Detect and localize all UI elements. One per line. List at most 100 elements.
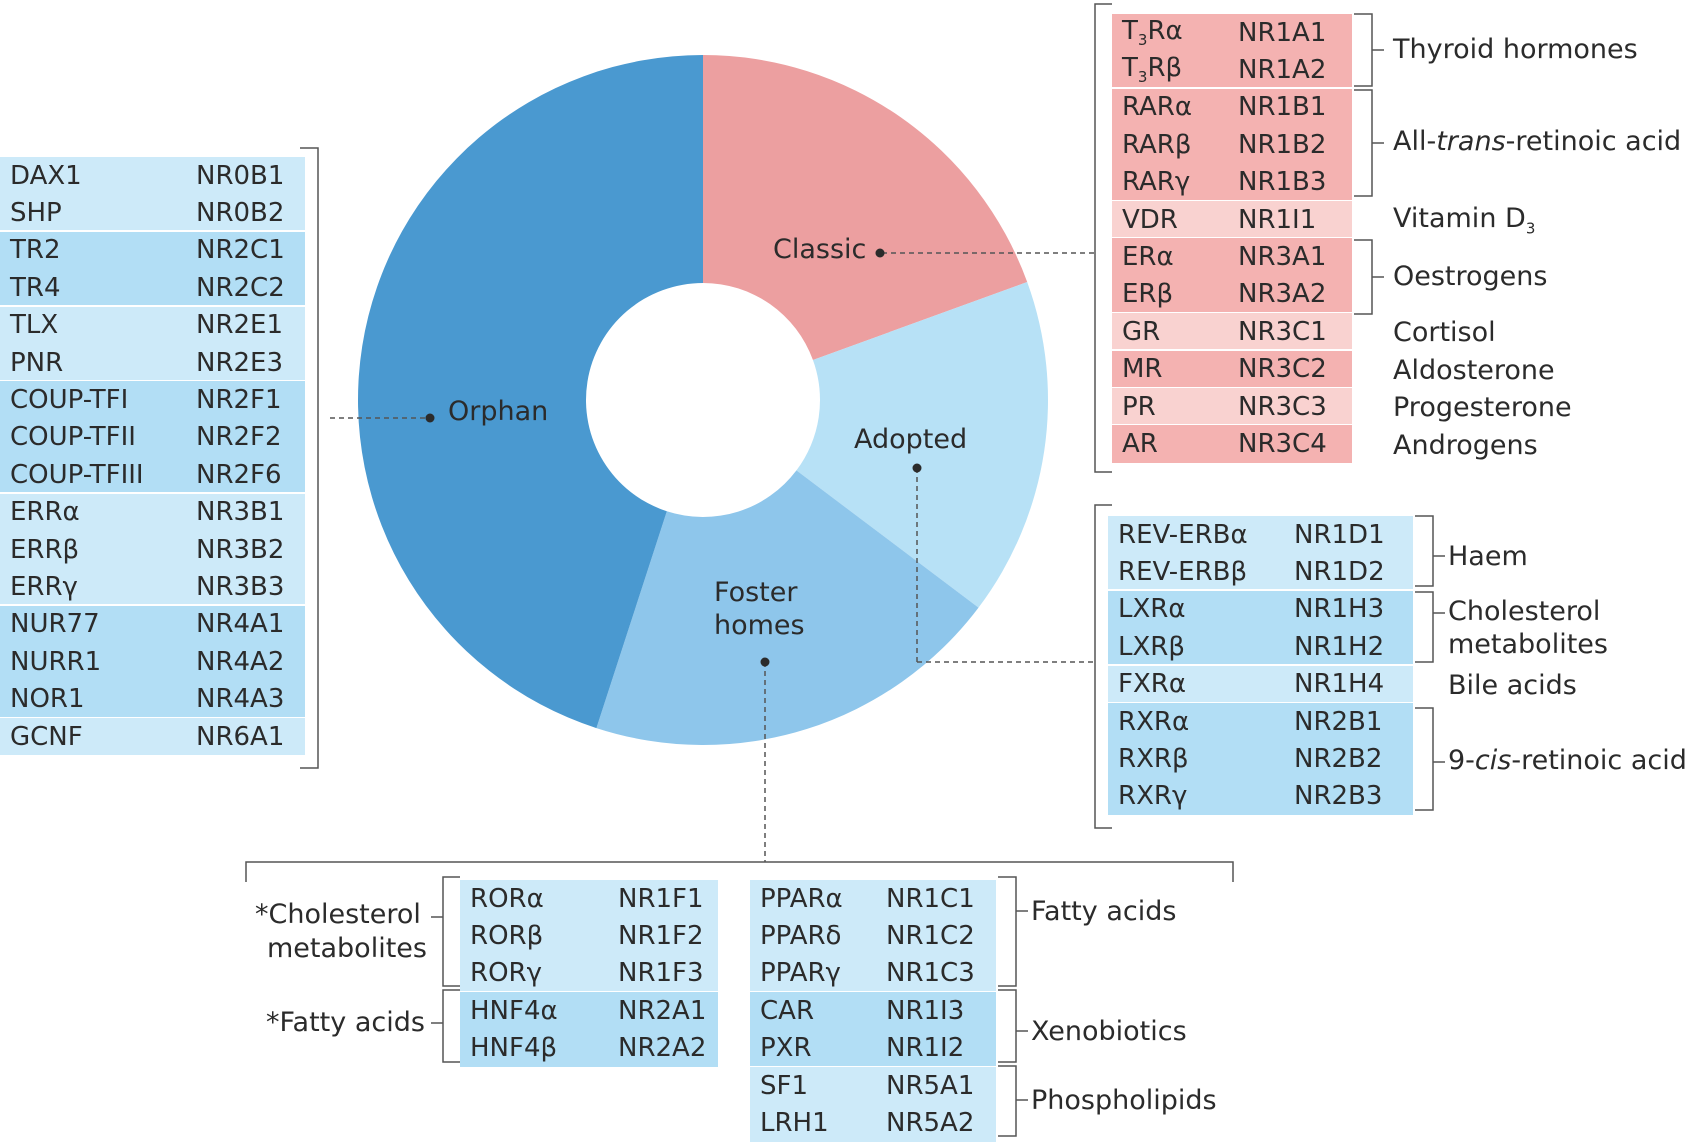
receptor-name: T3Rβ — [1122, 53, 1183, 87]
ligand-aldosterone: Aldosterone — [1393, 355, 1555, 386]
receptor-code: NR1B1 — [1238, 92, 1327, 123]
ligand-cholesterol-1: Cholesterol — [1448, 596, 1601, 627]
receptor-code: NR3C3 — [1238, 391, 1327, 422]
receptor-code: NR2B1 — [1294, 706, 1383, 737]
foster-left-receptor-row: RORα NR1F1 — [460, 880, 718, 918]
foster-left-receptor-row: HNF4β NR2A2 — [460, 1029, 718, 1067]
ligand-androgens: Androgens — [1393, 430, 1538, 461]
foster-dot — [760, 657, 770, 667]
segment-label-orphan: Orphan — [448, 396, 549, 427]
classic-dot — [875, 248, 885, 258]
donut-segment-orphan — [357, 55, 703, 729]
receptor-name: MR — [1122, 354, 1163, 385]
foster-right-receptor-row: SF1 NR5A1 — [750, 1067, 996, 1105]
receptor-code: NR1B2 — [1238, 129, 1327, 160]
receptor-name: PPARγ — [760, 958, 841, 989]
foster-right-receptor-row: PPARα NR1C1 — [750, 880, 996, 918]
foster-right-receptor-row: PXR NR1I2 — [750, 1029, 996, 1067]
receptor-name: REV-ERBβ — [1118, 557, 1248, 588]
foster-fatty-bracket — [431, 989, 460, 1063]
receptor-code: NR3A2 — [1238, 279, 1327, 310]
ligand-xenobiotics: Xenobiotics — [1031, 1016, 1187, 1047]
receptor-name: NURR1 — [10, 646, 102, 677]
receptor-code: NR3B2 — [196, 534, 285, 565]
ligand-cholesterol-2: metabolites — [1448, 629, 1608, 660]
orphan-receptor-row: NUR77 NR4A1 — [0, 605, 305, 644]
receptor-code: NR2B3 — [1294, 781, 1383, 812]
receptor-name: HNF4β — [470, 1033, 558, 1064]
receptor-name: COUP-TFI — [10, 385, 129, 416]
receptor-name: RORβ — [470, 921, 544, 952]
receptor-name: PXR — [760, 1033, 812, 1064]
receptor-code: NR3B1 — [196, 497, 285, 528]
foster-chol-bracket — [431, 876, 460, 987]
receptor-code: NR2A2 — [618, 1033, 707, 1064]
ligand-foster-fatty-acids: *Fatty acids — [266, 1007, 425, 1038]
ligand-9-cis-retinoic-acid: 9-cis-retinoic acid — [1448, 745, 1687, 776]
chol-bracket — [1415, 591, 1445, 663]
receptor-code: NR3A1 — [1238, 242, 1327, 273]
receptor-name: RXRγ — [1118, 781, 1188, 812]
segment-label-adopted: Adopted — [854, 424, 968, 455]
receptor-name: TR4 — [10, 272, 61, 303]
receptor-name: HNF4α — [470, 995, 558, 1026]
receptor-code: NR4A3 — [196, 684, 285, 715]
classic-receptor-row: ERβ NR3A2 — [1112, 275, 1352, 314]
receptor-name: LRH1 — [760, 1108, 829, 1139]
ligand-foster-cholesterol-2: metabolites — [267, 933, 427, 964]
receptor-name: RORγ — [470, 958, 542, 989]
receptor-name: NOR1 — [10, 684, 85, 715]
adopted-receptor-row: RXRγ NR2B3 — [1108, 777, 1413, 816]
classic-receptor-table: T3Rα NR1A1 T3Rβ NR1A2 RARα NR1B1 RARβ NR1B2 RARγ… — [1112, 14, 1352, 464]
connector-lines — [245, 3, 1445, 1137]
receptor-code: NR2E1 — [196, 310, 284, 341]
cis-bracket — [1415, 707, 1445, 811]
atra-bracket — [1354, 89, 1384, 197]
adopted-receptor-row: REV-ERBβ NR1D2 — [1108, 553, 1413, 591]
foster-right-receptor-row: LRH1 NR5A2 — [750, 1104, 996, 1142]
receptor-name: RARβ — [1122, 129, 1192, 160]
classic-receptor-row: RARβ NR1B2 — [1112, 126, 1352, 164]
receptor-code: NR1D2 — [1294, 557, 1385, 588]
receptor-name: GR — [1122, 316, 1161, 347]
classic-receptor-row: AR NR3C4 — [1112, 425, 1352, 463]
foster-left-receptor-row: HNF4α NR2A1 — [460, 992, 718, 1030]
donut-segment-classic — [703, 55, 1028, 360]
receptor-code: NR1F1 — [618, 883, 704, 914]
receptor-name: RORα — [470, 883, 544, 914]
receptor-code: NR2A1 — [618, 995, 707, 1026]
segment-label-foster-1: Foster — [714, 577, 798, 608]
xeno-bracket — [998, 989, 1028, 1063]
orphan-dot — [425, 413, 435, 423]
receptor-code: NR1A1 — [1238, 17, 1327, 48]
receptor-name: ERα — [1122, 242, 1174, 273]
receptor-name: ERRγ — [10, 572, 78, 603]
receptor-name: NUR77 — [10, 609, 100, 640]
receptor-code: NR5A2 — [886, 1108, 975, 1139]
foster-right-receptor-row: CAR NR1I3 — [750, 992, 996, 1030]
receptor-code: NR1I1 — [1238, 204, 1317, 235]
receptor-code: NR0B1 — [196, 160, 285, 191]
ligand-all-trans-retinoic-acid: All-trans-retinoic acid — [1393, 126, 1682, 157]
receptor-name: TLX — [10, 310, 59, 341]
adopted-bracket — [1094, 504, 1112, 829]
receptor-name: PPARδ — [760, 921, 842, 952]
classic-receptor-row: ERα NR3A1 — [1112, 238, 1352, 276]
orphan-receptor-row: PNR NR2E3 — [0, 344, 305, 382]
foster-right-receptor-row: PPARγ NR1C3 — [750, 954, 996, 993]
classic-receptor-row: RARγ NR1B3 — [1112, 163, 1352, 201]
receptor-name: VDR — [1122, 204, 1178, 235]
orphan-receptor-row: ERRγ NR3B3 — [0, 568, 305, 606]
adopted-receptor-row: FXRα NR1H4 — [1108, 665, 1413, 703]
receptor-code: NR4A2 — [196, 646, 285, 677]
receptor-code: NR1D1 — [1294, 519, 1385, 550]
adopted-receptor-row: LXRβ NR1H2 — [1108, 628, 1413, 666]
receptor-name: RXRβ — [1118, 744, 1189, 775]
donut-chart — [357, 55, 1048, 746]
receptor-code: NR1C2 — [886, 921, 975, 952]
receptor-code: NR2F1 — [196, 385, 282, 416]
receptor-name: RARα — [1122, 92, 1193, 123]
receptor-name: PPARα — [760, 883, 843, 914]
orphan-receptor-row: NURR1 NR4A2 — [0, 643, 305, 681]
